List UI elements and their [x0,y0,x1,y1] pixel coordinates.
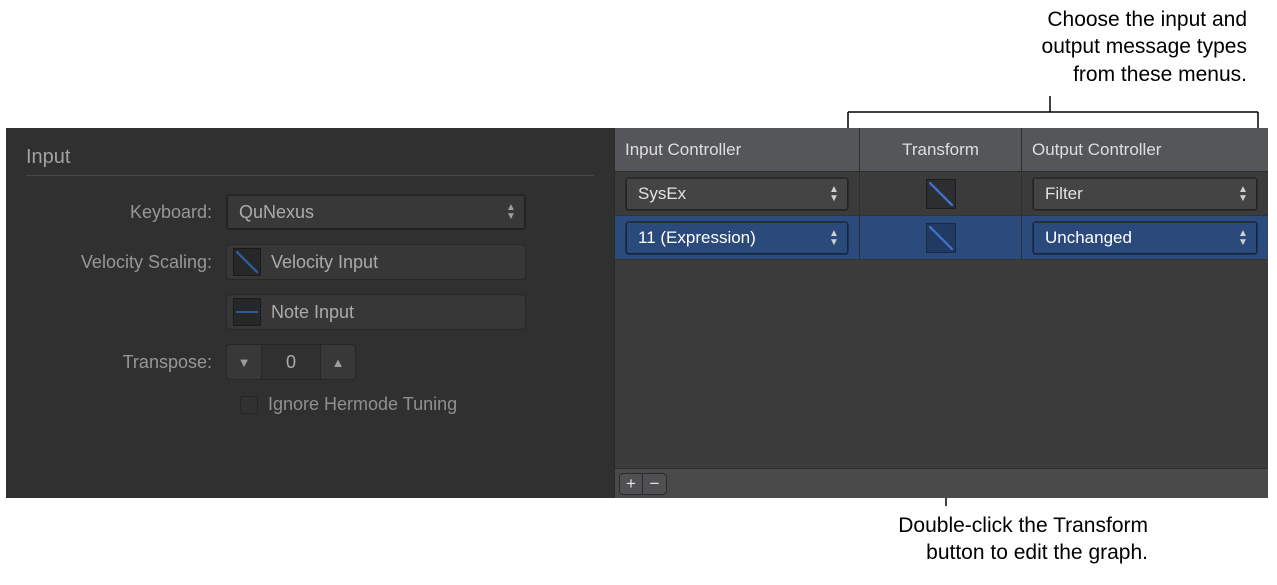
controller-table: Input Controller Transform Output Contro… [614,128,1268,498]
input-controller-popup[interactable]: SysEx [625,177,849,211]
remove-row-button[interactable]: − [643,473,667,495]
note-input-value: Note Input [271,302,354,323]
controller-assignments-panel: Input Keyboard: QuNexus Velocity Scaling… [6,128,1268,498]
input-controller-value: 11 (Expression) [638,228,756,248]
table-row[interactable]: SysEx Filter [615,172,1268,216]
velocity-curve-icon [233,248,261,276]
callout-top: Choose the input andoutput message types… [867,6,1247,88]
output-controller-popup[interactable]: Unchanged [1032,221,1258,255]
input-controller-value: SysEx [638,184,686,204]
output-controller-value: Filter [1045,184,1083,204]
input-section-title: Input [26,146,594,169]
table-header: Input Controller Transform Output Contro… [615,128,1268,172]
velocity-input-value: Velocity Input [271,252,378,273]
note-input-button[interactable]: Note Input [226,294,526,330]
keyboard-popup[interactable]: QuNexus [226,194,526,230]
input-controller-popup[interactable]: 11 (Expression) [625,221,849,255]
transpose-label: Transpose: [26,352,226,373]
velocity-input-button[interactable]: Velocity Input [226,244,526,280]
chevrons-icon [1237,229,1249,247]
ignore-hermode-checkbox[interactable] [240,396,258,414]
transform-curve-button[interactable] [926,179,956,209]
transpose-stepper: ▼ 0 ▲ [226,344,356,380]
chevrons-icon [1237,185,1249,203]
col-header-transform[interactable]: Transform [860,128,1022,171]
chevrons-icon [505,203,517,221]
col-header-output[interactable]: Output Controller [1022,128,1268,171]
keyboard-label: Keyboard: [26,202,226,223]
table-row[interactable]: 11 (Expression) Unchanged [615,216,1268,260]
transpose-increment[interactable]: ▲ [320,344,356,380]
velocity-scaling-label: Velocity Scaling: [26,252,226,273]
keyboard-value: QuNexus [239,202,314,223]
transpose-value[interactable]: 0 [262,344,320,380]
transpose-decrement[interactable]: ▼ [226,344,262,380]
add-row-button[interactable]: + [619,473,643,495]
table-footer: + − [615,468,1268,498]
transform-curve-button[interactable] [926,223,956,253]
note-curve-icon [233,298,261,326]
chevrons-icon [828,229,840,247]
output-controller-popup[interactable]: Filter [1032,177,1258,211]
ignore-hermode-label: Ignore Hermode Tuning [268,394,457,415]
input-section: Input Keyboard: QuNexus Velocity Scaling… [6,128,614,498]
col-header-input[interactable]: Input Controller [615,128,860,171]
output-controller-value: Unchanged [1045,228,1132,248]
section-divider [26,175,594,176]
chevrons-icon [828,185,840,203]
table-body: SysEx Filter 11 (Expressio [615,172,1268,468]
callout-bottom: Double-click the Transformbutton to edit… [848,512,1148,567]
